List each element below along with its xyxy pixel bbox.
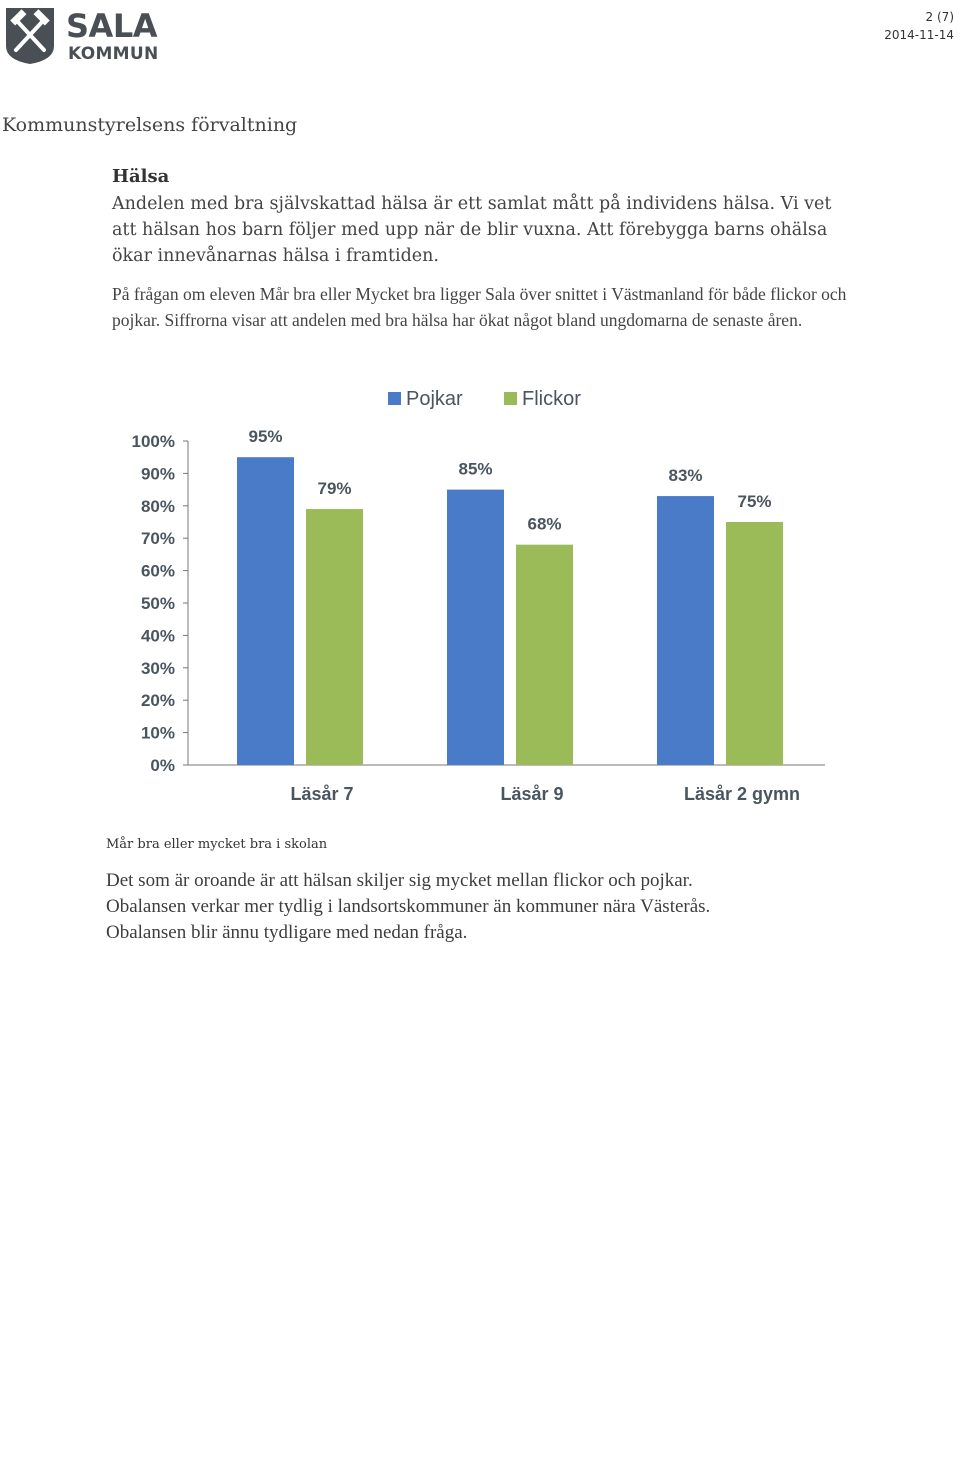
legend-label-pojkar: Pojkar xyxy=(406,388,463,410)
closing-line: Obalansen blir ännu tydligare med nedan … xyxy=(106,922,468,943)
y-tick-label: 40% xyxy=(141,626,175,645)
closing-text: Det som är oroande är att hälsan skiljer… xyxy=(106,868,846,946)
chart-caption: Mår bra eller mycket bra i skolan xyxy=(106,837,328,852)
y-tick-label: 20% xyxy=(141,691,175,710)
closing-line: Det som är oroande är att hälsan skiljer… xyxy=(106,870,693,891)
legend-label-flickor: Flickor xyxy=(522,388,581,410)
y-tick-label: 100% xyxy=(132,432,175,451)
bar-flickor xyxy=(516,544,573,765)
data-label: 75% xyxy=(737,492,771,511)
closing-line: Obalansen verkar mer tydlig i landsortsk… xyxy=(106,896,711,917)
intro-paragraph: Andelen med bra självskattad hälsa är et… xyxy=(112,194,832,266)
y-tick-label: 10% xyxy=(141,724,175,743)
bar-pojkar xyxy=(447,489,504,765)
y-tick-label: 80% xyxy=(141,497,175,516)
logo-name: SALA xyxy=(66,7,157,45)
crossed-hammers-shield-icon xyxy=(6,8,54,64)
page-info: 2 (7) 2014-11-14 xyxy=(884,8,954,44)
sala-kommun-logo: SALA KOMMUN xyxy=(4,6,164,70)
bar-flickor xyxy=(306,509,363,765)
category-label: Läsår 2 gymn xyxy=(684,784,800,804)
logo-subtitle: KOMMUN xyxy=(68,44,159,64)
y-tick-label: 60% xyxy=(141,562,175,581)
data-label: 83% xyxy=(668,466,702,485)
page-number: 2 (7) xyxy=(925,10,954,24)
document-date: 2014-11-14 xyxy=(884,28,954,42)
legend-swatch-flickor xyxy=(504,392,517,405)
legend-swatch-pojkar xyxy=(388,392,401,405)
bar-pojkar xyxy=(657,496,714,765)
section-heading: Hälsa xyxy=(112,166,170,187)
category-label: Läsår 7 xyxy=(290,784,353,804)
result-paragraph: På frågan om eleven Mår bra eller Mycket… xyxy=(112,284,847,330)
y-tick-label: 50% xyxy=(141,594,175,613)
y-tick-label: 90% xyxy=(141,464,175,483)
health-bar-chart: Pojkar Flickor 0% 10% 20% 30% 40% 50% 60% 70% 80% 9… xyxy=(132,388,825,804)
bar-pojkar xyxy=(237,457,294,765)
data-label: 85% xyxy=(458,460,492,479)
y-tick-label: 70% xyxy=(141,529,175,548)
data-label: 95% xyxy=(248,427,282,446)
y-tick-label: 30% xyxy=(141,659,175,678)
data-label: 68% xyxy=(527,515,561,534)
health-section: Hälsa Andelen med bra självskattad hälsa… xyxy=(112,166,852,351)
bar-flickor xyxy=(726,522,783,765)
department-name: Kommunstyrelsens förvaltning xyxy=(2,114,298,136)
data-label: 79% xyxy=(317,479,351,498)
category-label: Läsår 9 xyxy=(500,784,563,804)
y-tick-label: 0% xyxy=(150,756,175,775)
